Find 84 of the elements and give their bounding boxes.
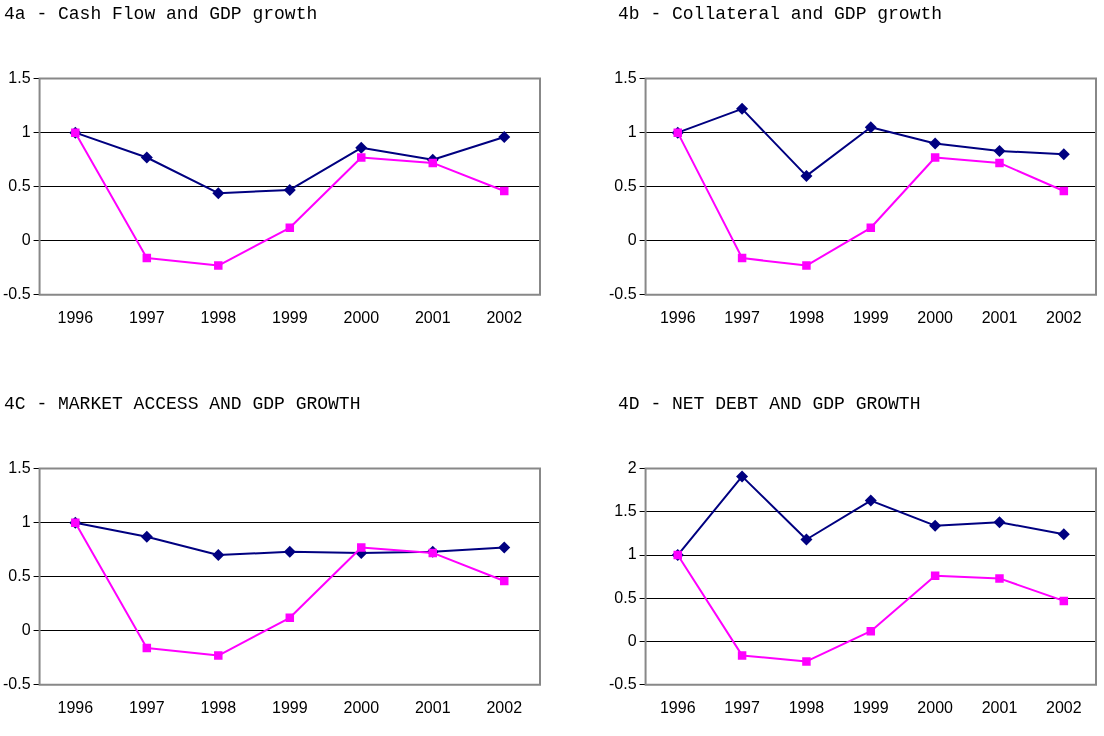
point — [736, 470, 749, 483]
y-tick-label: 0.5 — [614, 177, 637, 195]
y-tick-label: 1.5 — [8, 459, 31, 477]
point — [800, 533, 813, 546]
point — [283, 545, 296, 558]
y-tick-label: 0 — [21, 231, 31, 249]
y-tick-label: -0.5 — [608, 285, 637, 303]
point — [736, 102, 749, 115]
y-tick-label: -0.5 — [2, 285, 31, 303]
point — [355, 141, 368, 154]
point — [802, 657, 811, 666]
point — [140, 151, 153, 164]
point — [1057, 528, 1070, 541]
point — [212, 549, 225, 562]
point — [498, 541, 511, 554]
point — [802, 261, 811, 270]
point — [995, 158, 1004, 168]
x-tick-label: 2001 — [981, 308, 1018, 326]
y-tick-label: 0 — [21, 621, 31, 639]
y-tick-label: 2 — [627, 459, 637, 477]
y-tick-label: 0.5 — [614, 588, 637, 606]
point — [864, 121, 877, 134]
y-tick-label: 1.5 — [614, 69, 637, 87]
y-tick-label: 1 — [21, 513, 31, 531]
x-tick-label: 1998 — [788, 308, 825, 326]
point — [993, 516, 1006, 529]
x-tick-label: 1998 — [788, 698, 825, 716]
x-tick-label: 2002 — [1046, 308, 1082, 326]
y-tick-label: 1.5 — [8, 69, 31, 87]
point — [498, 130, 511, 143]
point — [800, 169, 813, 182]
x-tick-label: 2001 — [981, 698, 1018, 716]
x-tick-label: 2000 — [917, 308, 954, 326]
chart-title: 4a - Cash Flow and GDP growth — [4, 4, 318, 24]
point — [930, 153, 940, 162]
point — [214, 651, 223, 660]
point — [737, 651, 747, 660]
point — [995, 574, 1004, 583]
point — [864, 494, 877, 507]
x-tick-label: 1999 — [271, 698, 308, 716]
x-tick-label: 1996 — [57, 698, 94, 716]
point — [283, 183, 296, 196]
y-tick-label: 1 — [627, 123, 637, 141]
y-tick-label: 0.5 — [8, 567, 31, 585]
point — [357, 153, 366, 162]
point — [140, 530, 153, 543]
point — [929, 519, 942, 532]
x-tick-label: 2002 — [1046, 698, 1082, 716]
chart-title: 4D - NET DEBT AND GDP GROWTH — [618, 394, 921, 414]
chart-title: 4C - MARKET ACCESS AND GDP GROWTH — [4, 394, 361, 414]
x-tick-label: 1998 — [200, 698, 237, 716]
y-tick-label: 0 — [627, 631, 637, 649]
y-tick-label: 1 — [627, 545, 637, 563]
x-tick-label: 1999 — [852, 308, 889, 326]
y-tick-label: 1 — [21, 123, 31, 141]
x-tick-label: 1997 — [724, 308, 760, 326]
x-tick-label: 1997 — [129, 308, 165, 326]
x-tick-label: 1996 — [57, 308, 94, 326]
x-tick-label: 1996 — [659, 308, 696, 326]
y-tick-label: -0.5 — [2, 675, 31, 693]
x-tick-label: 2000 — [343, 698, 380, 716]
x-tick-label: 1997 — [129, 698, 165, 716]
point — [212, 187, 225, 200]
y-tick-label: 0.5 — [8, 177, 31, 195]
x-tick-label: 1999 — [271, 308, 308, 326]
x-tick-label: 2002 — [486, 308, 523, 326]
x-tick-label: 2000 — [343, 308, 380, 326]
point — [357, 543, 366, 552]
x-tick-label: 2001 — [414, 698, 451, 716]
point — [929, 137, 942, 150]
point — [993, 145, 1006, 158]
y-tick-label: 1.5 — [614, 502, 637, 520]
point — [214, 261, 223, 270]
chart-title: 4b - Collateral and GDP growth — [618, 4, 943, 24]
y-tick-label: -0.5 — [608, 675, 637, 693]
x-tick-label: 1999 — [852, 698, 889, 716]
point — [1057, 148, 1070, 161]
x-tick-label: 1996 — [659, 698, 696, 716]
x-tick-label: 1998 — [200, 308, 237, 326]
x-tick-label: 2001 — [414, 308, 451, 326]
x-tick-label: 2002 — [486, 698, 523, 716]
x-tick-label: 2000 — [917, 698, 954, 716]
x-tick-label: 1997 — [724, 698, 760, 716]
y-tick-label: 0 — [627, 231, 637, 249]
